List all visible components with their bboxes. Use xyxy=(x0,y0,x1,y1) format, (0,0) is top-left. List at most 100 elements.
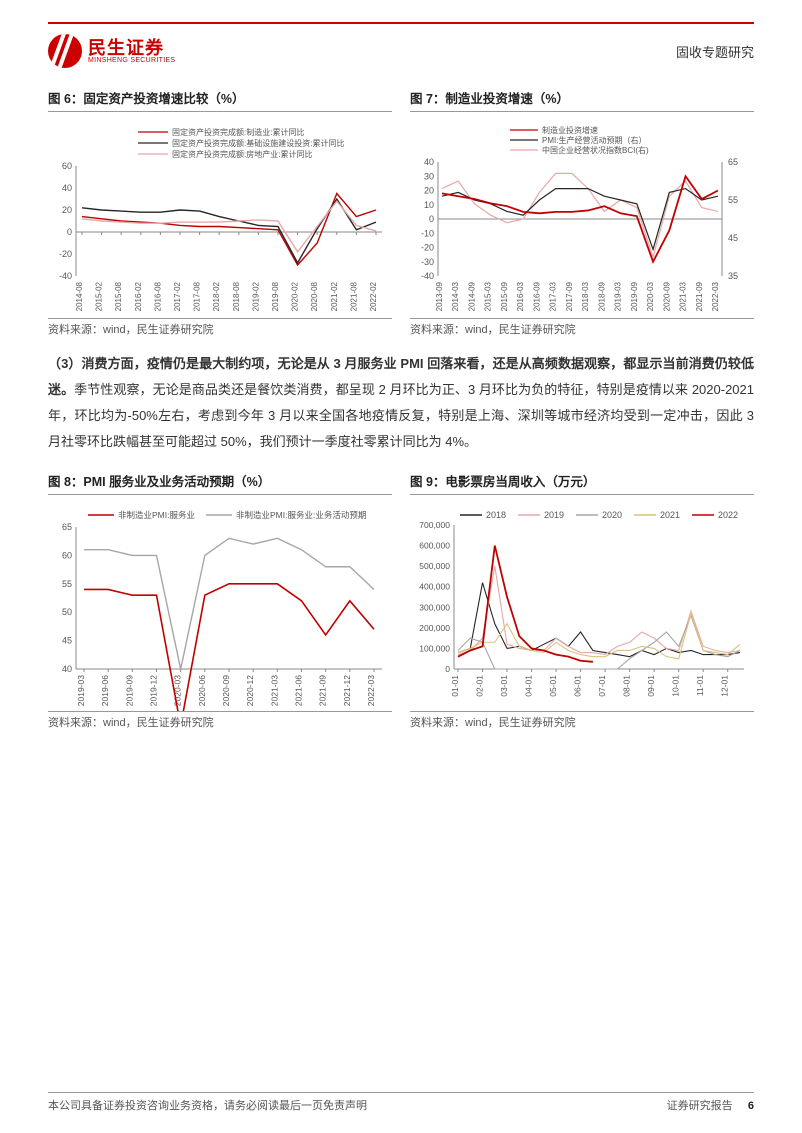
fig8-chart: 非制造业PMI:服务业非制造业PMI:服务业:业务活动预期40455055606… xyxy=(48,501,388,711)
svg-text:-10: -10 xyxy=(421,228,434,238)
svg-text:2019-03: 2019-03 xyxy=(76,675,86,706)
fig7-source: 资料来源：wind，民生证券研究院 xyxy=(410,318,754,337)
svg-text:2014-03: 2014-03 xyxy=(451,281,460,311)
svg-text:06-01: 06-01 xyxy=(573,675,583,697)
svg-text:2020-03: 2020-03 xyxy=(646,281,655,311)
svg-text:35: 35 xyxy=(728,271,738,281)
svg-text:2020-09: 2020-09 xyxy=(662,281,671,311)
svg-text:2015-09: 2015-09 xyxy=(500,281,509,311)
svg-text:2019-02: 2019-02 xyxy=(251,281,260,311)
svg-text:05-01: 05-01 xyxy=(548,675,558,697)
svg-text:-30: -30 xyxy=(421,257,434,267)
svg-text:2017-02: 2017-02 xyxy=(173,281,182,311)
svg-text:2016-02: 2016-02 xyxy=(134,281,143,311)
svg-text:0: 0 xyxy=(67,227,72,237)
fig7-chart: 制造业投资增速PMI:生产经营活动预期（右）中国企业经营状况指数BCI(右)-4… xyxy=(410,118,750,318)
svg-text:200,000: 200,000 xyxy=(419,623,450,633)
para-rest: 季节性观察，无论是商品类还是餐饮类消费，都呈现 2 月环比为正、3 月环比为负的… xyxy=(48,382,754,449)
fig8-title: 图 8：PMI 服务业及业务活动预期（%） xyxy=(48,471,392,495)
svg-text:2020-02: 2020-02 xyxy=(291,281,300,311)
svg-text:2021-02: 2021-02 xyxy=(330,281,339,311)
logo-text-cn: 民生证券 xyxy=(88,39,175,57)
fig8-source: 资料来源：wind，民生证券研究院 xyxy=(48,711,392,730)
svg-text:固定资产投资完成额:房地产业:累计同比: 固定资产投资完成额:房地产业:累计同比 xyxy=(172,149,312,159)
fig9-title: 图 9：电影票房当周收入（万元） xyxy=(410,471,754,495)
svg-text:65: 65 xyxy=(62,522,72,532)
footer-rule xyxy=(48,1092,754,1093)
svg-text:2018-08: 2018-08 xyxy=(232,281,241,311)
svg-text:2018-03: 2018-03 xyxy=(581,281,590,311)
top-red-rule xyxy=(48,22,754,24)
logo-text-en: MINSHENG SECURITIES xyxy=(88,57,175,64)
svg-text:-40: -40 xyxy=(59,271,72,281)
svg-text:20: 20 xyxy=(424,186,434,196)
svg-text:700,000: 700,000 xyxy=(419,520,450,530)
svg-text:2019-12: 2019-12 xyxy=(149,675,159,706)
body-paragraph: （3）消费方面，疫情仍是最大制约项，无论是从 3 月服务业 PMI 回落来看，还… xyxy=(48,351,754,455)
svg-text:2019-09: 2019-09 xyxy=(630,281,639,311)
svg-text:09-01: 09-01 xyxy=(646,675,656,697)
svg-text:2021-06: 2021-06 xyxy=(294,675,304,706)
svg-text:300,000: 300,000 xyxy=(419,602,450,612)
svg-text:非制造业PMI:服务业:业务活动预期: 非制造业PMI:服务业:业务活动预期 xyxy=(236,510,366,520)
svg-text:30: 30 xyxy=(424,171,434,181)
svg-text:2021-03: 2021-03 xyxy=(269,675,279,706)
fig9-chart: 201820192020202120220100,000200,000300,0… xyxy=(410,501,750,711)
svg-text:400,000: 400,000 xyxy=(419,582,450,592)
svg-text:-20: -20 xyxy=(59,249,72,259)
svg-text:2020-08: 2020-08 xyxy=(310,281,319,311)
svg-text:2018: 2018 xyxy=(486,510,506,520)
svg-text:600,000: 600,000 xyxy=(419,541,450,551)
svg-text:2019-08: 2019-08 xyxy=(271,281,280,311)
fig6-source: 资料来源：wind，民生证券研究院 xyxy=(48,318,392,337)
svg-text:01-01: 01-01 xyxy=(450,675,460,697)
svg-text:11-01: 11-01 xyxy=(695,675,705,696)
page-number: 6 xyxy=(748,1100,754,1112)
svg-text:60: 60 xyxy=(62,161,72,171)
svg-text:65: 65 xyxy=(728,157,738,167)
svg-text:2020-06: 2020-06 xyxy=(197,675,207,706)
svg-text:2016-08: 2016-08 xyxy=(153,281,162,311)
svg-text:制造业投资增速: 制造业投资增速 xyxy=(542,125,598,135)
svg-text:100,000: 100,000 xyxy=(419,643,450,653)
footer-right: 证券研究报告 xyxy=(667,1100,733,1112)
svg-text:07-01: 07-01 xyxy=(597,675,607,697)
svg-text:04-01: 04-01 xyxy=(524,675,534,697)
svg-text:2020: 2020 xyxy=(602,510,622,520)
svg-text:2015-02: 2015-02 xyxy=(95,281,104,311)
fig6-title: 图 6：固定资产投资增速比较（%） xyxy=(48,88,392,112)
svg-text:固定资产投资完成额:制造业:累计同比: 固定资产投资完成额:制造业:累计同比 xyxy=(172,127,304,137)
svg-text:2019: 2019 xyxy=(544,510,564,520)
svg-text:55: 55 xyxy=(62,579,72,589)
svg-text:2015-03: 2015-03 xyxy=(484,281,493,311)
svg-text:10: 10 xyxy=(424,200,434,210)
svg-text:2018-09: 2018-09 xyxy=(597,281,606,311)
fig7-title: 图 7：制造业投资增速（%） xyxy=(410,88,754,112)
svg-text:02-01: 02-01 xyxy=(475,675,485,697)
svg-text:45: 45 xyxy=(728,233,738,243)
svg-text:2021-03: 2021-03 xyxy=(679,281,688,311)
svg-text:2021-09: 2021-09 xyxy=(318,675,328,706)
footer-left: 本公司具备证券投资咨询业务资格，请务必阅读最后一页免责声明 xyxy=(48,1097,367,1113)
svg-text:2022-02: 2022-02 xyxy=(369,281,378,311)
svg-text:2017-03: 2017-03 xyxy=(549,281,558,311)
svg-text:40: 40 xyxy=(62,183,72,193)
doc-type: 固收专题研究 xyxy=(676,42,754,61)
svg-text:2022-03: 2022-03 xyxy=(711,281,720,311)
svg-text:12-01: 12-01 xyxy=(720,675,730,697)
svg-text:2022: 2022 xyxy=(718,510,738,520)
svg-text:55: 55 xyxy=(728,195,738,205)
svg-text:45: 45 xyxy=(62,636,72,646)
svg-text:40: 40 xyxy=(424,157,434,167)
logo-icon xyxy=(48,34,82,68)
svg-text:-40: -40 xyxy=(421,271,434,281)
svg-text:2018-02: 2018-02 xyxy=(212,281,221,311)
svg-text:2017-08: 2017-08 xyxy=(193,281,202,311)
svg-text:2022-03: 2022-03 xyxy=(366,675,376,706)
svg-text:PMI:生产经营活动预期（右）: PMI:生产经营活动预期（右） xyxy=(542,135,646,145)
svg-text:2014-08: 2014-08 xyxy=(75,281,84,311)
fig6-chart: 固定资产投资完成额:制造业:累计同比固定资产投资完成额:基础设施建设投资:累计同… xyxy=(48,118,388,318)
svg-text:40: 40 xyxy=(62,664,72,674)
fig9-source: 资料来源：wind，民生证券研究院 xyxy=(410,711,754,730)
svg-text:2019-03: 2019-03 xyxy=(614,281,623,311)
